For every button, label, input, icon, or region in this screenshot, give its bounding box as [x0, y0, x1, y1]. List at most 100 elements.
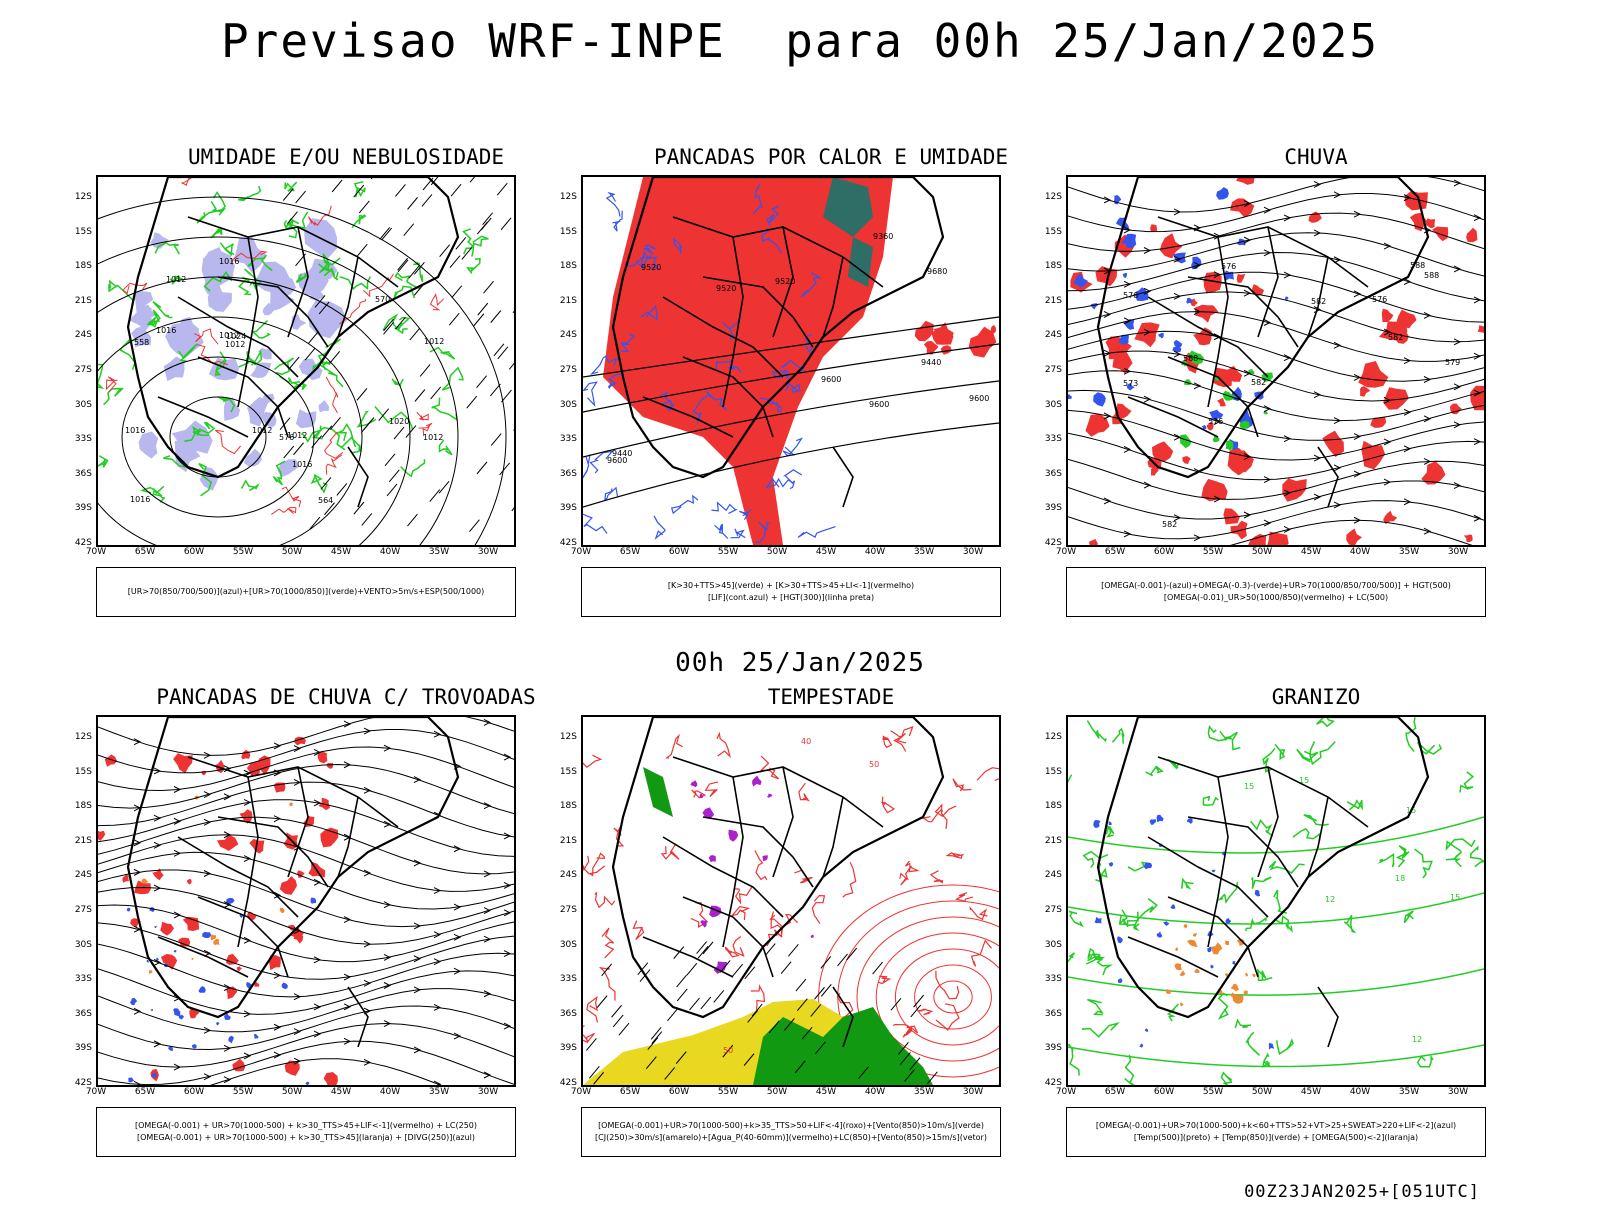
lon-label: 30W [478, 1087, 498, 1097]
lat-label: 21S [1045, 836, 1062, 846]
lon-label: 35W [429, 1087, 449, 1097]
lat-label: 12S [1045, 192, 1062, 202]
lon-label: 35W [914, 547, 934, 557]
map-background [1068, 717, 1484, 1085]
contour-label: 15 [1244, 782, 1254, 791]
lon-label: 40W [1350, 547, 1370, 557]
legend-box: [K>30+TTS>45](verde) + [K>30+TTS>45+LI<-… [581, 567, 1001, 617]
lat-label: 36S [1045, 1009, 1062, 1019]
panel-title: CHUVA [1066, 145, 1566, 169]
contour-label: 564 [318, 496, 333, 505]
legend-line: [OMEGA(-0.001)-(azul)+OMEGA(-0.3)-(verde… [1101, 580, 1451, 592]
map-svg [98, 717, 514, 1085]
lat-label: 15S [560, 227, 577, 237]
lat-label: 21S [75, 836, 92, 846]
lon-label: 45W [816, 1087, 836, 1097]
lon-label: 55W [233, 1087, 253, 1097]
lon-label: 60W [184, 1087, 204, 1097]
contour-label: 1024 [226, 332, 246, 341]
legend-box: [OMEGA(-0.001)+UR>70(1000-500)+k>35_TTS>… [581, 1107, 1001, 1157]
main-title: Previsao WRF-INPE para 00h 25/Jan/2025 [0, 14, 1600, 68]
contour-label: 9520 [641, 263, 661, 272]
lat-label: 30S [560, 400, 577, 410]
lat-label: 33S [1045, 974, 1062, 984]
lon-label: 40W [380, 1087, 400, 1097]
legend-line: [Temp(500)](preto) + [Temp(850)](verde) … [1134, 1132, 1418, 1144]
contour-label: 1016 [292, 460, 312, 469]
lon-label: 60W [1154, 1087, 1174, 1097]
contour-label: 9600 [969, 394, 989, 403]
contour-label: 9360 [873, 232, 893, 241]
panel-title: PANCADAS POR CALOR E UMIDADE [581, 145, 1081, 169]
lon-label: 50W [282, 547, 302, 557]
lon-label: 60W [669, 1087, 689, 1097]
lon-label: 55W [718, 1087, 738, 1097]
lon-label: 35W [914, 1087, 934, 1097]
lon-label: 30W [478, 547, 498, 557]
lon-label: 55W [1203, 547, 1223, 557]
contour-label: 18 [1395, 874, 1405, 883]
contour-label: 12 [1412, 1035, 1422, 1044]
lat-label: 21S [560, 296, 577, 306]
lat-label: 18S [75, 801, 92, 811]
lon-label: 50W [767, 1087, 787, 1097]
lat-label: 12S [75, 732, 92, 742]
contour-label: 12 [1325, 895, 1335, 904]
legend-box: [OMEGA(-0.001)+UR>70(1000-500)+k<60+TTS>… [1066, 1107, 1486, 1157]
lon-label: 35W [1399, 547, 1419, 557]
contour-label: 1012 [424, 337, 444, 346]
lon-label: 65W [135, 547, 155, 557]
lon-label: 50W [1252, 547, 1272, 557]
lat-label: 18S [560, 801, 577, 811]
lat-label: 39S [1045, 503, 1062, 513]
lon-label: 35W [1399, 1087, 1419, 1097]
contour-label: 588 [1183, 354, 1198, 363]
legend-box: [OMEGA(-0.001) + UR>70(1000-500) + k>30_… [96, 1107, 516, 1157]
lat-label: 27S [75, 365, 92, 375]
legend-line: [UR>70(850/700/500)](azul)+[UR>70(1000/8… [128, 586, 485, 598]
contour-label: 1016 [130, 495, 150, 504]
lat-label: 30S [1045, 940, 1062, 950]
contour-label: 40 [801, 737, 811, 746]
lon-label: 45W [331, 547, 351, 557]
contour-label: 558 [134, 338, 149, 347]
lat-label: 27S [1045, 365, 1062, 375]
lon-label: 30W [1448, 1087, 1468, 1097]
lon-label: 70W [571, 547, 591, 557]
panel-title: PANCADAS DE CHUVA C/ TROVOADAS [96, 685, 596, 709]
lon-label: 40W [865, 547, 885, 557]
lon-label: 70W [86, 1087, 106, 1097]
lat-label: 12S [560, 732, 577, 742]
mid-timestamp: 00h 25/Jan/2025 [0, 648, 1600, 678]
lon-label: 30W [963, 547, 983, 557]
lon-label: 55W [233, 547, 253, 557]
lat-label: 33S [75, 434, 92, 444]
lat-label: 18S [75, 261, 92, 271]
lat-label: 36S [75, 1009, 92, 1019]
contour-label: 1020 [389, 417, 409, 426]
lat-label: 33S [1045, 434, 1062, 444]
lon-label: 40W [865, 1087, 885, 1097]
lon-label: 60W [1154, 547, 1174, 557]
panel-title: UMIDADE E/OU NEBULOSIDADE [96, 145, 596, 169]
lon-label: 65W [1105, 547, 1125, 557]
contour-label: 9520 [716, 284, 736, 293]
contour-label: 582 [1251, 378, 1266, 387]
contour-label: 50 [723, 1046, 733, 1055]
lat-label: 36S [560, 469, 577, 479]
lat-label: 39S [75, 503, 92, 513]
